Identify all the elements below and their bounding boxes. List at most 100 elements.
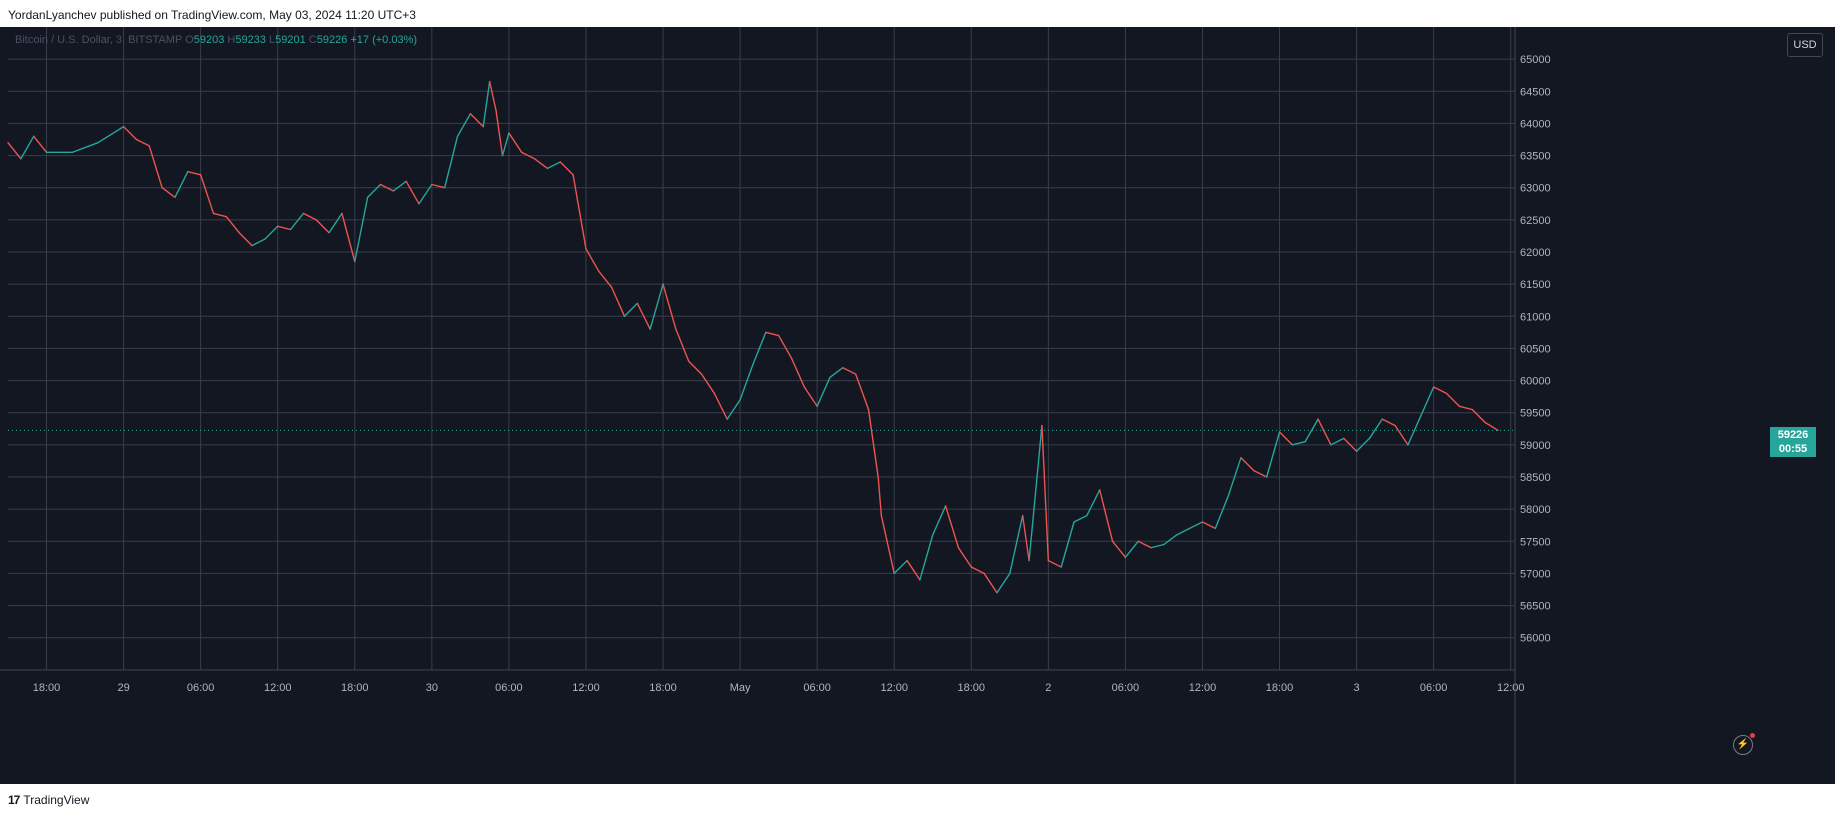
price-segment [71,142,99,154]
x-tick-label: 18:00 [958,682,986,694]
price-segment [1021,514,1030,562]
x-tick-label: 12:00 [1189,682,1217,694]
price-segment [1227,457,1242,497]
price-segment [572,174,587,250]
price-segment [199,174,215,215]
price-segment [1355,437,1371,452]
footer-brand-label: TradingView [23,793,90,807]
x-tick-label: 06:00 [495,682,523,694]
price-segment [251,238,266,247]
price-segment [598,270,613,289]
y-tick-label: 59000 [1520,440,1551,452]
price-segment [341,212,356,263]
price-segment [854,373,870,411]
x-tick-label: 29 [117,682,129,694]
price-segment [1188,521,1204,530]
price-segment [1394,424,1409,446]
chart-area[interactable]: 56000 56500 57000 57500 58000 58500 59000 59500… [0,27,1835,784]
price-segment [932,505,947,536]
price-segment [1317,418,1332,446]
price-segment [225,215,240,234]
legend-open-label: O [185,34,194,46]
lightning-icon[interactable]: ⚡ [1733,735,1753,755]
legend-low-label: L [268,34,276,46]
price-segment [957,547,972,568]
currency-button[interactable]: USD [1787,33,1823,57]
price-segment [1265,431,1281,478]
x-tick-label: 18:00 [1266,682,1294,694]
price-segment [533,158,549,170]
price-segment [148,145,163,189]
price-segment [877,476,883,517]
y-tick-label: 64000 [1520,118,1551,130]
price-segment [1099,489,1114,542]
price-segment [790,357,806,388]
price-segment [482,80,491,128]
x-tick-label: 12:00 [880,682,908,694]
legend-open-value: 59203 [193,34,225,46]
price-segment [1471,408,1486,424]
price-segment [893,559,908,575]
legend-change: +17 (+0.03%) [350,34,418,46]
price-segment [122,125,138,141]
footer-brand: 17 TradingView [8,793,89,807]
price-segment [1009,514,1024,575]
price-segment [1060,521,1075,568]
price-segment [816,376,831,407]
price-chart[interactable]: 56000 56500 57000 57500 58000 58500 59000 59500… [0,27,1835,784]
price-segment [675,328,690,362]
price-segment [1240,457,1255,472]
price-segment [392,180,407,192]
price-segment [1214,495,1229,530]
tradingview-logo-icon: 17 [8,793,20,807]
price-segment [97,125,125,144]
price-segment [1124,540,1139,559]
price-segment [662,283,677,330]
price-segment [867,408,879,478]
price-segment [418,183,433,205]
price-segment [20,135,35,160]
price-segment [32,135,48,154]
price-segment [456,113,472,137]
price-segment [1445,392,1461,407]
bar-countdown: 00:55 [1778,443,1808,456]
price-segment [1201,521,1217,530]
price-segment [803,386,818,407]
y-tick-label: 56500 [1520,601,1551,613]
legend-high-label: H [227,34,236,46]
publisher-caption: YordanLyanchev published on TradingView.… [8,8,416,22]
price-segment [366,183,382,199]
price-segment [842,367,857,375]
price-segment [1291,440,1306,446]
price-segment [906,559,921,581]
price-segment [1047,559,1062,568]
price-segment [1420,386,1435,417]
price-segment [135,138,150,147]
x-tick-label: 18:00 [33,682,61,694]
price-segment [1368,418,1383,440]
x-tick-label: 2 [1045,682,1051,694]
price-segment [174,170,189,199]
y-tick-label: 61000 [1520,311,1551,323]
price-segment [1432,386,1448,395]
price-segment [302,212,317,221]
x-tick-label: 18:00 [649,682,677,694]
x-tick-label: 06:00 [1420,682,1448,694]
price-segment [1381,418,1396,427]
price-segment [829,367,844,379]
price-segment [212,212,228,218]
y-tick-label: 64500 [1520,86,1551,98]
price-segment [508,132,523,154]
legend-symbol: Bitcoin / U.S. Dollar, 3, BITSTAMP [15,34,183,46]
x-tick-label: 12:00 [264,682,292,694]
x-tick-label: 06:00 [1112,682,1140,694]
price-segment [623,302,639,317]
y-tick-label: 61500 [1520,279,1551,291]
price-segment [610,286,626,317]
price-segment [1150,543,1165,549]
price-segment [1163,534,1178,546]
price-segment [944,505,960,549]
price-segment [1111,540,1127,559]
price-segment [585,248,600,272]
legend-close-label: C [308,34,317,46]
